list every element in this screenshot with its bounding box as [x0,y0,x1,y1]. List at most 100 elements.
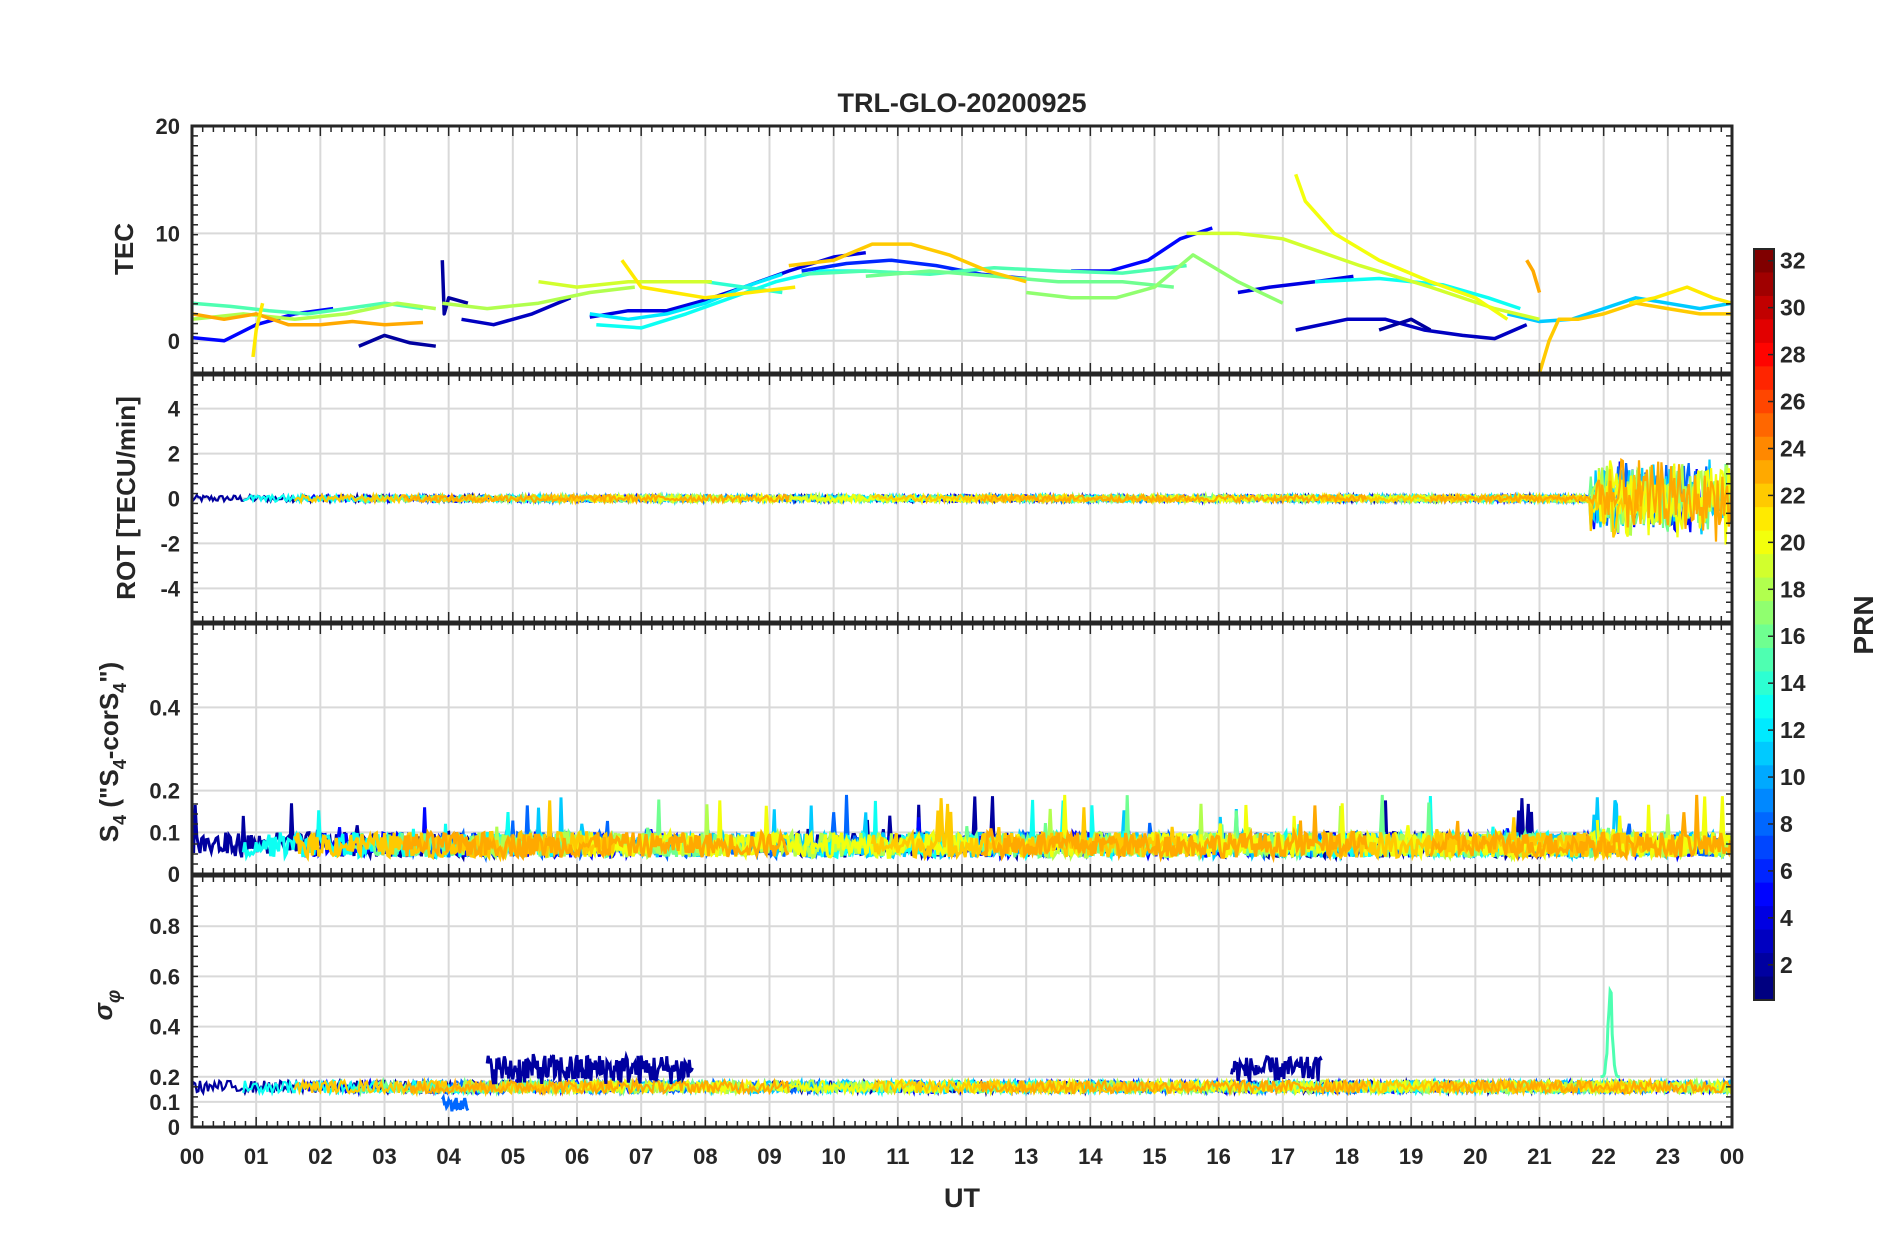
tec-series-line [538,279,712,289]
sigma-phi-feature-line [485,1050,694,1085]
rot-panel: -4 -2 0 2 4 ROT [TECU/min] [111,373,1734,624]
sigma_phi-series-line [1429,1077,1732,1096]
colorbar-tick-label: 2 [1780,952,1793,978]
colorbar-cell [1754,460,1774,485]
colorbar-cell [1754,389,1774,414]
sigma-phi-axes-frame [190,874,1734,1129]
colorbar-cell [1754,906,1774,931]
x-tick-label: 23 [1656,1144,1680,1169]
colorbar-cell [1754,835,1774,860]
tec-series-line [589,272,783,322]
colorbar-tick-label: 20 [1780,529,1806,555]
colorbar-tick-label: 24 [1780,435,1806,461]
x-tick-label: 12 [950,1144,974,1169]
x-tick-label: 13 [1014,1144,1038,1169]
colorbar-cell [1754,601,1774,626]
x-tick-label: 19 [1399,1144,1423,1169]
y-tick-label: 0 [168,862,180,887]
s4-series-line [1429,794,1732,862]
tec-series-line [192,301,437,322]
phi-glyph: φ [104,990,125,1003]
tec-grid [192,125,1732,373]
rot-y-axis-label: ROT [TECU/min] [111,396,141,600]
colorbar-cell [1754,295,1774,321]
y-tick-label: 20 [156,114,180,139]
tec-series-line [1525,259,1542,293]
s4-label-mid: -corS [94,693,124,759]
x-tick-label: 06 [565,1144,589,1169]
tec-series-line [1025,253,1284,305]
colorbar-cell [1754,812,1774,837]
tec-series-line [192,312,424,327]
x-tick-label: 16 [1206,1144,1230,1169]
sigma-phi-feature-line [1230,1054,1323,1082]
colorbar-tick-label: 32 [1780,248,1806,274]
x-tick-label: 07 [629,1144,653,1169]
x-tick-label: 03 [372,1144,396,1169]
colorbar-tick-label: 10 [1780,764,1806,790]
s4-label-paren: ("S [94,769,124,815]
x-tick-label: 00 [1720,1144,1744,1169]
tec-series-line [865,269,1174,289]
y-tick-label: -4 [160,576,180,601]
sigma-phi-lines [192,985,1732,1112]
x-tick-label: 14 [1078,1144,1103,1169]
colorbar-tick-label: 8 [1780,811,1793,837]
s4-label-sub3: 4 [110,683,130,693]
colorbar-cell [1754,366,1774,391]
tec-panel: 0 10 20 TEC [109,114,1734,375]
colorbar-cell [1754,413,1774,438]
rot-series-line [1596,460,1732,545]
y-tick-label: 0.8 [149,914,180,939]
rot-series-line [980,491,1368,505]
y-tick-label: 0.1 [149,1090,180,1115]
colorbar-label: PRN [1848,595,1879,654]
x-tick-label: 05 [501,1144,525,1169]
tec-series-line [1628,285,1732,305]
sigma_phi-series-line [1320,1077,1644,1097]
colorbar-cell [1754,530,1774,555]
colorbar-cell [1754,929,1774,954]
colorbar-cell [1754,272,1774,297]
tec-series-line [1186,231,1540,322]
colorbar-tick-label: 12 [1780,717,1806,743]
colorbar-cell [1754,577,1774,602]
x-tick-label: 18 [1335,1144,1359,1169]
colorbar-frame [1753,248,1775,1001]
sigma-phi-y-axis-label: σφ [88,990,125,1021]
y-tick-label: 0 [168,1115,180,1140]
s4-series-line [293,800,617,863]
x-tick-label: 08 [693,1144,717,1169]
s4-label-sub1: 4 [110,815,130,825]
y-tick-label: 0 [168,329,180,354]
x-tick-label: 22 [1591,1144,1615,1169]
sigma-phi-feature-line [440,1093,470,1112]
tec-series-line [461,296,572,327]
y-tick-label: 4 [168,397,181,422]
x-tick-label: 15 [1142,1144,1166,1169]
x-tick-label: 04 [436,1144,461,1169]
s4-label-close: ") [94,662,124,683]
colorbar-tick-label: 30 [1780,295,1806,321]
y-tick-label: -2 [160,531,180,556]
tec-lines [192,173,1732,373]
colorbar-cell [1754,718,1774,743]
colorbar-tick-label: 18 [1780,576,1806,602]
y-tick-label: 0.2 [149,779,180,804]
tec-series-line [358,333,437,348]
colorbar-cell [1754,765,1774,790]
colorbar-cell [1754,342,1774,367]
colorbar-tick-label: 16 [1780,623,1806,649]
y-tick-label: 0.4 [149,1015,180,1040]
colorbar-cell [1754,319,1774,344]
s4-y-tick-labels: 0 0.1 0.2 0.4 [149,695,180,887]
colorbar-cell [1754,483,1774,508]
tec-series-line [1506,296,1732,324]
tec-series-line [801,263,1187,276]
s4-label-s: S [94,825,124,842]
x-axis-label: UT [944,1183,980,1213]
rot-lines [192,457,1732,545]
